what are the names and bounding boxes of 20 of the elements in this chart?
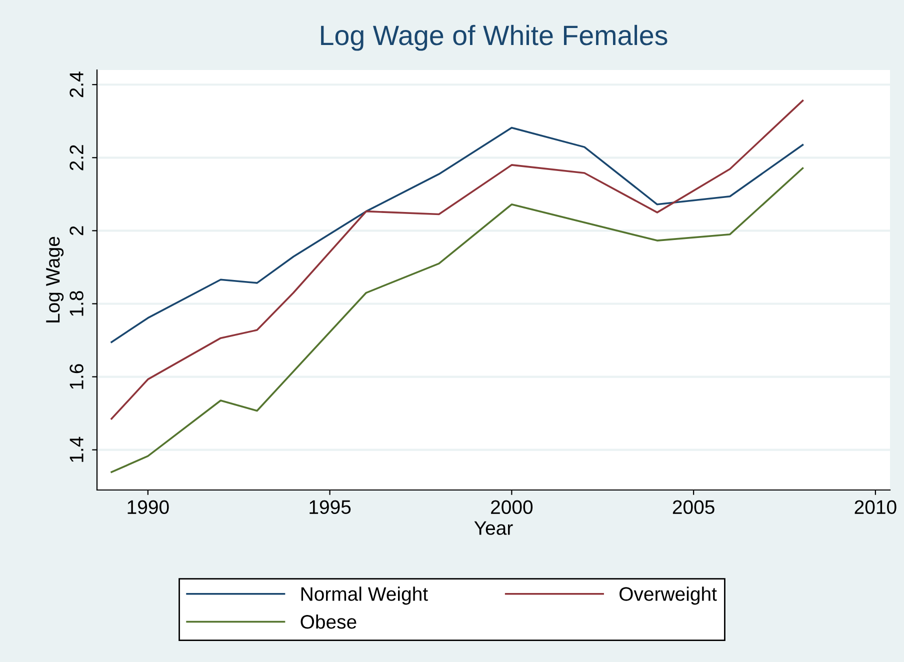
x-tick-label: 2010 [854, 500, 896, 514]
legend-label: Normal Weight [301, 586, 428, 605]
line-series [110, 167, 804, 474]
y-tick-label: 1.8 [70, 291, 84, 316]
chart-title: Log Wage of White Females [321, 24, 668, 51]
x-tick-label: 2005 [672, 500, 714, 514]
x-tick-label: 2000 [491, 500, 533, 514]
y-axis-title: Log Wage [46, 236, 64, 322]
x-tick-label: 1990 [128, 500, 169, 514]
x-axis-title: Year [474, 521, 513, 535]
y-tick-label: 2.2 [70, 145, 84, 170]
x-tick-label: 1995 [310, 500, 351, 514]
legend-label: Obese [300, 614, 356, 629]
line-series [110, 100, 804, 420]
y-tick-label: 2.4 [70, 72, 84, 98]
legend-label: Overweight [620, 586, 717, 605]
line-series [110, 126, 804, 343]
y-tick-label: 2 [70, 226, 84, 236]
y-tick-label: 1.6 [70, 364, 84, 389]
y-tick-label: 1.4 [70, 436, 84, 462]
